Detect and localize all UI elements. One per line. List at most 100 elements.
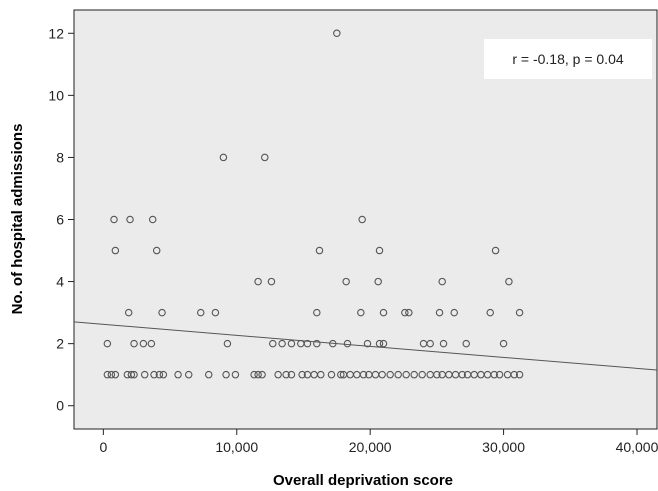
data-point bbox=[515, 308, 524, 317]
y-tick-label: 10 bbox=[48, 87, 64, 103]
x-tick-label: 0 bbox=[99, 439, 107, 455]
data-point bbox=[231, 370, 240, 379]
data-point bbox=[159, 370, 168, 379]
y-tick-label: 8 bbox=[56, 149, 64, 165]
data-point bbox=[130, 339, 138, 348]
data-point bbox=[127, 370, 136, 379]
data-point bbox=[219, 153, 228, 162]
data-point bbox=[375, 246, 384, 255]
data-point bbox=[158, 308, 166, 317]
data-point bbox=[433, 370, 441, 379]
data-point bbox=[278, 339, 286, 348]
data-point bbox=[103, 370, 112, 379]
data-point bbox=[110, 215, 118, 224]
data-point bbox=[515, 370, 524, 379]
data-point bbox=[490, 370, 498, 379]
data-point bbox=[313, 308, 321, 317]
data-point bbox=[357, 308, 365, 317]
data-point bbox=[124, 308, 133, 317]
data-point bbox=[152, 246, 161, 255]
data-point bbox=[174, 370, 182, 379]
data-point bbox=[450, 308, 458, 317]
data-point bbox=[111, 370, 120, 379]
data-point bbox=[147, 339, 156, 348]
data-point bbox=[267, 277, 276, 286]
data-point bbox=[150, 370, 158, 379]
data-point bbox=[184, 370, 193, 379]
data-point bbox=[222, 370, 230, 379]
data-point bbox=[287, 339, 296, 348]
data-point bbox=[287, 370, 296, 379]
data-point bbox=[107, 370, 116, 379]
x-tick-label: 40,000 bbox=[616, 439, 658, 455]
data-point bbox=[258, 370, 266, 379]
data-point bbox=[378, 370, 386, 379]
data-point bbox=[379, 339, 388, 348]
data-point bbox=[155, 370, 164, 379]
y-axis: 0 2 4 6 8 10 12 bbox=[48, 25, 74, 414]
data-point bbox=[261, 153, 269, 162]
data-point bbox=[379, 308, 388, 317]
data-point bbox=[327, 370, 336, 379]
data-point bbox=[342, 277, 350, 286]
data-point bbox=[402, 370, 410, 379]
x-tick-label: 20,000 bbox=[349, 439, 392, 455]
data-point bbox=[148, 215, 157, 224]
data-point bbox=[386, 370, 394, 379]
data-point bbox=[111, 246, 120, 255]
data-point bbox=[359, 370, 368, 379]
data-point bbox=[139, 339, 148, 348]
y-tick-label: 2 bbox=[56, 336, 64, 352]
data-point bbox=[103, 339, 112, 348]
data-point bbox=[418, 370, 426, 379]
y-tick-label: 12 bbox=[48, 25, 64, 41]
data-point bbox=[374, 277, 382, 286]
annotation-box bbox=[484, 39, 652, 79]
y-tick-label: 4 bbox=[56, 274, 64, 290]
data-point bbox=[140, 370, 149, 379]
x-axis-title: Overall deprivation score bbox=[273, 472, 453, 489]
data-point bbox=[317, 370, 325, 379]
data-point bbox=[405, 308, 413, 317]
data-point bbox=[462, 339, 470, 348]
data-point bbox=[223, 339, 232, 348]
data-point bbox=[204, 370, 213, 379]
data-point bbox=[410, 370, 418, 379]
data-point bbox=[439, 339, 448, 348]
data-point bbox=[315, 246, 324, 255]
regression-line bbox=[73, 321, 658, 371]
data-point bbox=[510, 370, 519, 379]
data-point bbox=[458, 370, 466, 379]
data-point bbox=[298, 370, 306, 379]
data-point bbox=[337, 370, 345, 379]
data-point bbox=[211, 308, 220, 317]
data-point bbox=[435, 308, 444, 317]
data-point bbox=[358, 215, 366, 224]
data-point bbox=[491, 246, 500, 255]
x-axis: 0 10,000 20,000 30,000 40,000 bbox=[99, 429, 658, 455]
data-point bbox=[313, 339, 321, 348]
y-tick-label: 6 bbox=[56, 212, 64, 228]
y-axis-title: No. of hospital admissions bbox=[9, 124, 26, 315]
data-point bbox=[333, 29, 341, 38]
data-point bbox=[130, 370, 138, 379]
x-tick-label: 30,000 bbox=[482, 439, 525, 455]
x-tick-label: 10,000 bbox=[215, 439, 258, 455]
y-tick-label: 0 bbox=[56, 398, 64, 414]
data-point bbox=[303, 339, 312, 348]
data-point bbox=[196, 308, 205, 317]
data-point bbox=[126, 215, 134, 224]
data-point bbox=[394, 370, 402, 379]
data-point bbox=[254, 370, 262, 379]
data-point bbox=[486, 308, 494, 317]
data-point bbox=[401, 308, 409, 317]
data-point bbox=[426, 339, 434, 348]
data-point bbox=[363, 339, 372, 348]
data-point bbox=[274, 370, 282, 379]
data-point bbox=[250, 370, 258, 379]
data-points bbox=[103, 29, 524, 379]
data-point bbox=[505, 277, 513, 286]
data-point bbox=[499, 339, 508, 348]
data-point bbox=[282, 370, 290, 379]
